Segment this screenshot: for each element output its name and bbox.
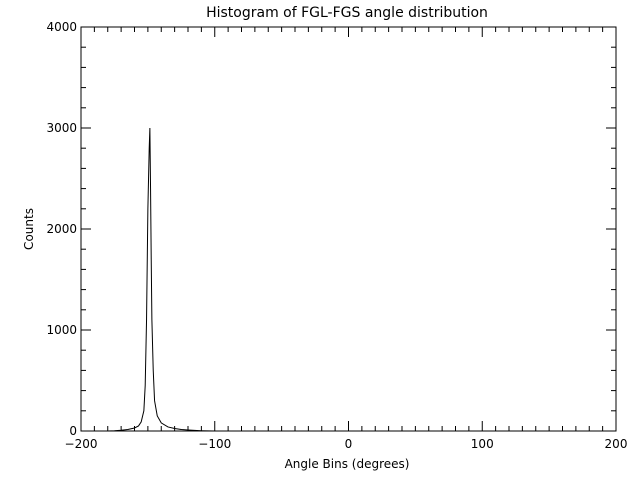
y-tick-label: 3000 xyxy=(46,121,77,135)
x-tick-label: −200 xyxy=(65,437,98,451)
y-tick-label: 0 xyxy=(69,424,77,438)
x-tick-label: 0 xyxy=(345,437,353,451)
plot-frame xyxy=(80,26,617,432)
x-tick-label: 100 xyxy=(471,437,494,451)
y-axis-label: Counts xyxy=(22,208,36,250)
x-tick-label: 200 xyxy=(605,437,628,451)
x-axis-label: Angle Bins (degrees) xyxy=(285,457,410,471)
y-tick-label: 4000 xyxy=(46,20,77,34)
x-tick-label: −100 xyxy=(198,437,231,451)
series-line xyxy=(81,127,616,432)
axis-ticks xyxy=(80,26,617,432)
y-tick-label: 2000 xyxy=(46,222,77,236)
chart-title: Histogram of FGL-FGS angle distribution xyxy=(206,5,488,21)
y-tick-label: 1000 xyxy=(46,323,77,337)
